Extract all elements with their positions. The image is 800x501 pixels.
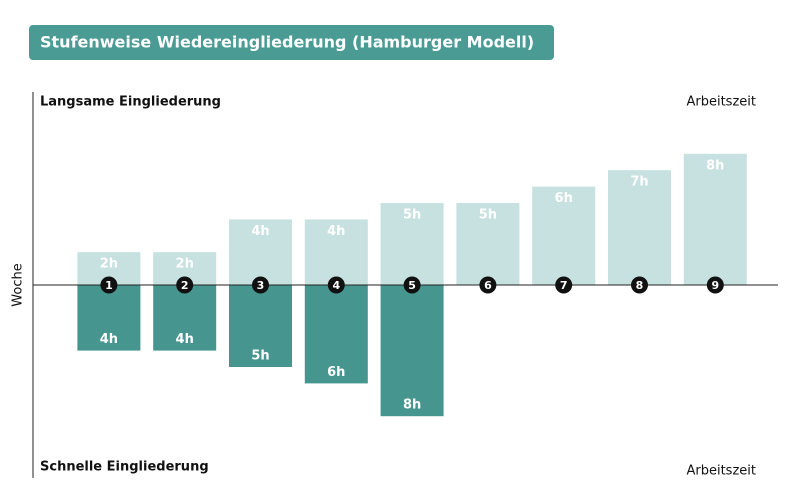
bar (77, 285, 141, 351)
bar (304, 219, 368, 285)
data-label: 2h (100, 257, 118, 272)
series-label: Langsame Eingliederung (40, 95, 221, 110)
x-tick-label: 2 (181, 279, 189, 292)
data-label: 5h (479, 208, 497, 223)
bar (532, 186, 596, 285)
week-marker (706, 276, 724, 294)
bar (456, 203, 520, 285)
bar (229, 285, 292, 367)
data-label: 5h (403, 208, 421, 223)
x-tick-label: 8 (636, 279, 644, 292)
x-tick-label: 4 (332, 279, 340, 292)
bar (153, 285, 217, 351)
week-marker (631, 276, 648, 294)
data-label: 4h (100, 332, 118, 347)
x-tick-label: 5 (408, 279, 416, 292)
x-tick-label: 3 (257, 279, 265, 292)
x-tick-label: 9 (711, 279, 719, 292)
bar (683, 153, 747, 285)
week-marker (327, 276, 345, 294)
data-label: 6h (327, 365, 345, 380)
axis-label: Arbeitszeit (686, 95, 756, 110)
week-marker (555, 276, 573, 294)
data-label: 8h (706, 158, 724, 173)
data-label: 4h (251, 224, 269, 239)
data-label: 4h (327, 224, 345, 239)
data-label: 6h (555, 191, 573, 206)
axis-label: Arbeitszeit (686, 464, 756, 479)
bar (380, 203, 444, 285)
bar (380, 285, 444, 417)
data-label: 2h (176, 257, 194, 272)
data-label: 7h (630, 175, 648, 190)
data-label: 8h (403, 398, 421, 413)
x-tick-label: 1 (105, 279, 113, 292)
bar (304, 285, 368, 384)
data-label: 5h (251, 349, 269, 364)
x-axis-label: Woche (11, 263, 26, 306)
week-marker (100, 276, 118, 294)
week-marker (479, 276, 497, 294)
week-marker (252, 276, 269, 294)
bar (608, 170, 671, 285)
data-label: 4h (176, 332, 194, 347)
series-label: Schnelle Eingliederung (40, 460, 209, 475)
week-marker (176, 276, 194, 294)
title-box (29, 25, 554, 60)
week-marker (403, 276, 421, 294)
chart-title: Stufenweise Wiedereingliederung (Hamburg… (40, 33, 534, 52)
bar (229, 219, 292, 285)
x-tick-label: 6 (484, 279, 492, 292)
x-tick-label: 7 (560, 279, 568, 292)
